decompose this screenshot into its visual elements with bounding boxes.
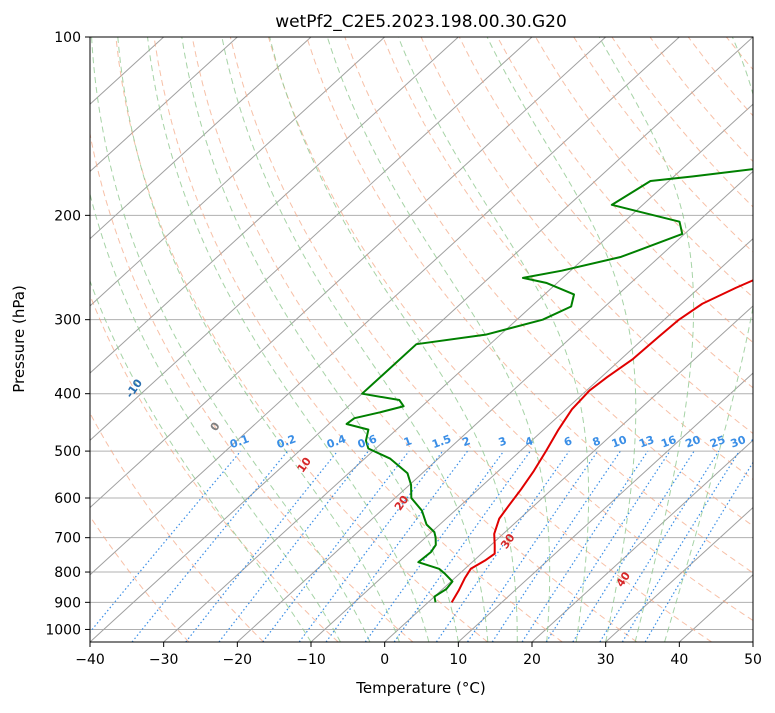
y-tick-label: 700 xyxy=(54,531,81,547)
x-tick-label: −40 xyxy=(75,652,105,668)
x-tick-label: −10 xyxy=(296,652,326,668)
y-tick-label: 600 xyxy=(54,491,81,507)
x-tick-label: 10 xyxy=(449,652,467,668)
y-tick-label: 200 xyxy=(54,208,81,224)
x-tick-label: 30 xyxy=(597,652,615,668)
x-tick-label: 0 xyxy=(380,652,389,668)
y-tick-label: 100 xyxy=(54,30,81,46)
y-tick-label: 1000 xyxy=(45,622,81,638)
x-axis-label: Temperature (°C) xyxy=(355,679,485,697)
x-tick-label: 40 xyxy=(670,652,688,668)
x-tick-label: −30 xyxy=(149,652,179,668)
y-axis-label: Pressure (hPa) xyxy=(10,285,28,393)
x-tick-label: 50 xyxy=(744,652,762,668)
x-tick-label: 20 xyxy=(523,652,541,668)
x-tick-label: −20 xyxy=(223,652,253,668)
y-tick-label: 400 xyxy=(54,387,81,403)
y-tick-label: 300 xyxy=(54,313,81,329)
chart-title: wetPf2_C2E5.2023.198.00.30.G20 xyxy=(275,12,567,32)
y-tick-label: 500 xyxy=(54,444,81,460)
y-tick-label: 900 xyxy=(54,595,81,611)
y-tick-label: 800 xyxy=(54,565,81,581)
